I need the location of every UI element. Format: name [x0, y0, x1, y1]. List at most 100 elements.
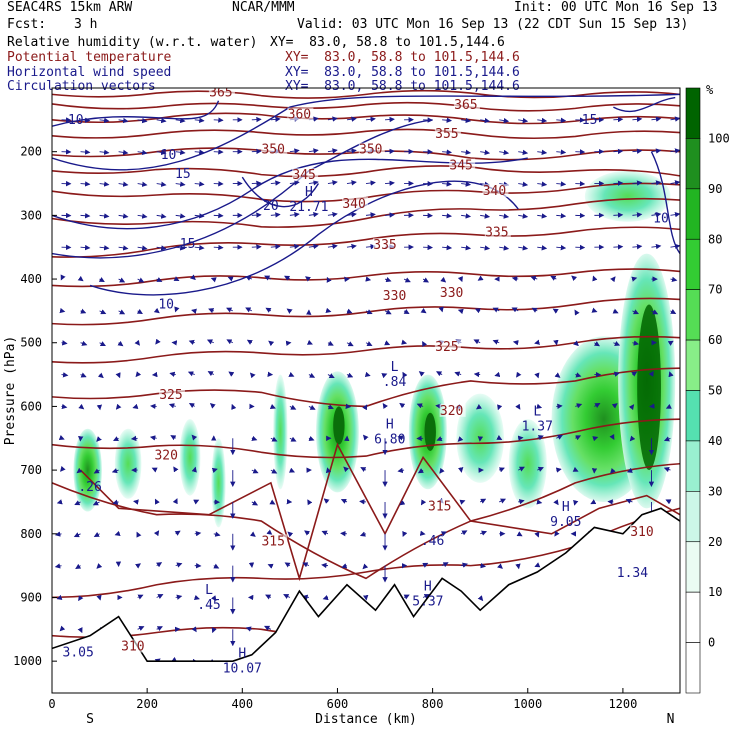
vector-176 — [264, 275, 272, 281]
vector-507 — [283, 594, 291, 599]
vector-174 — [227, 276, 234, 282]
colorbar-tick-4: 60 — [708, 333, 722, 347]
vector-122 — [499, 213, 510, 219]
vector-351 — [457, 436, 464, 442]
vector-366 — [111, 468, 119, 474]
vector-402 — [172, 498, 178, 505]
extremum-value-7: 10.07 — [223, 662, 262, 677]
vector-258 — [573, 340, 579, 347]
vector-73 — [194, 181, 205, 187]
vector-136 — [137, 245, 148, 251]
vector-256 — [534, 339, 540, 345]
vector-354 — [517, 435, 524, 441]
vector-181 — [365, 276, 372, 282]
vector-271 — [187, 371, 195, 377]
vector-70 — [137, 181, 148, 187]
vector-210 — [286, 308, 293, 314]
vector-16 — [365, 116, 376, 122]
vector-3 — [118, 117, 129, 124]
theta-label-9: 340 — [483, 184, 506, 199]
theta-label-bg-21 — [120, 639, 147, 653]
vector-395 — [663, 466, 671, 473]
theta-contour-5 — [52, 165, 680, 178]
vector-224 — [552, 308, 559, 314]
vector-6 — [175, 117, 186, 124]
vector-316 — [416, 403, 424, 409]
vector-56 — [499, 149, 510, 156]
x-tick-label-4: 800 — [422, 697, 444, 711]
vector-375 — [288, 467, 296, 473]
x-tick-label-3: 600 — [327, 697, 349, 711]
vector-357 — [575, 435, 582, 441]
theta-label-bg-10 — [373, 238, 400, 252]
y-tick-label-8: 1000 — [13, 654, 42, 668]
vector-63 — [632, 148, 643, 154]
vector-378 — [343, 466, 350, 473]
vector-418 — [479, 498, 487, 504]
vector-189 — [511, 276, 519, 282]
vector-54 — [461, 149, 472, 155]
vector-227 — [612, 308, 619, 314]
vector-350 — [436, 436, 443, 442]
x-tick-label-0: 0 — [48, 697, 55, 711]
vector-334 — [130, 435, 138, 442]
vector-98 — [670, 180, 680, 186]
vector-38 — [156, 149, 167, 156]
vector-495 — [56, 594, 63, 601]
vector-283 — [418, 371, 425, 377]
vector-407 — [269, 499, 276, 505]
vector-184 — [422, 277, 429, 283]
vector-157 — [537, 245, 548, 251]
vector-420 — [518, 499, 525, 505]
vector-11 — [270, 116, 281, 123]
vector-406 — [251, 500, 259, 506]
vector-474 — [284, 562, 291, 568]
extremum-value-0: 21.71 — [289, 200, 328, 215]
vector-284 — [436, 371, 443, 377]
theta-contour-315-detail — [79, 442, 680, 582]
vector-161 — [613, 244, 624, 250]
vector-435 — [174, 530, 181, 536]
theta-label-bg-15 — [434, 340, 461, 354]
vector-371 — [211, 467, 218, 474]
theta-label-21: 310 — [121, 639, 144, 654]
vector-82 — [365, 180, 376, 186]
vector-499 — [137, 594, 144, 600]
vector-17 — [384, 116, 395, 123]
field-name-wind: Horizontal wind speed — [7, 65, 172, 80]
vector-403 — [193, 499, 200, 505]
vector-119 — [442, 213, 453, 219]
vector-164 — [670, 243, 680, 250]
vector-476 — [321, 562, 328, 569]
vector-144 — [289, 243, 300, 250]
rh-core-0 — [637, 304, 661, 471]
vector-330 — [58, 435, 65, 441]
vector-156 — [518, 245, 529, 251]
vector-421 — [536, 499, 543, 505]
vector-485 — [497, 563, 503, 569]
vector-35 — [99, 149, 110, 155]
vector-264 — [61, 372, 69, 378]
vector-517 — [477, 595, 484, 602]
colorbar-swatch-2 — [685, 188, 701, 240]
vector-86 — [442, 181, 453, 187]
vector-297 — [61, 403, 68, 410]
vector-270 — [169, 371, 176, 377]
speed-label-0: 10 — [68, 113, 84, 128]
vector-400 — [133, 499, 139, 505]
vector-321 — [515, 403, 521, 410]
vector-356 — [556, 434, 564, 440]
rh-core-2 — [424, 412, 436, 451]
vector-114 — [346, 212, 357, 218]
extremum-type-5: L — [205, 583, 213, 598]
vector-303 — [168, 403, 176, 409]
vector-363 — [60, 465, 66, 472]
vector-279 — [346, 372, 354, 378]
vector-314 — [382, 403, 388, 410]
colorbar-tick-0: 100 — [708, 131, 730, 145]
vector-281 — [381, 373, 388, 379]
theta-label-8: 340 — [342, 197, 365, 212]
vector-91 — [537, 181, 548, 187]
vector-414 — [399, 500, 406, 506]
